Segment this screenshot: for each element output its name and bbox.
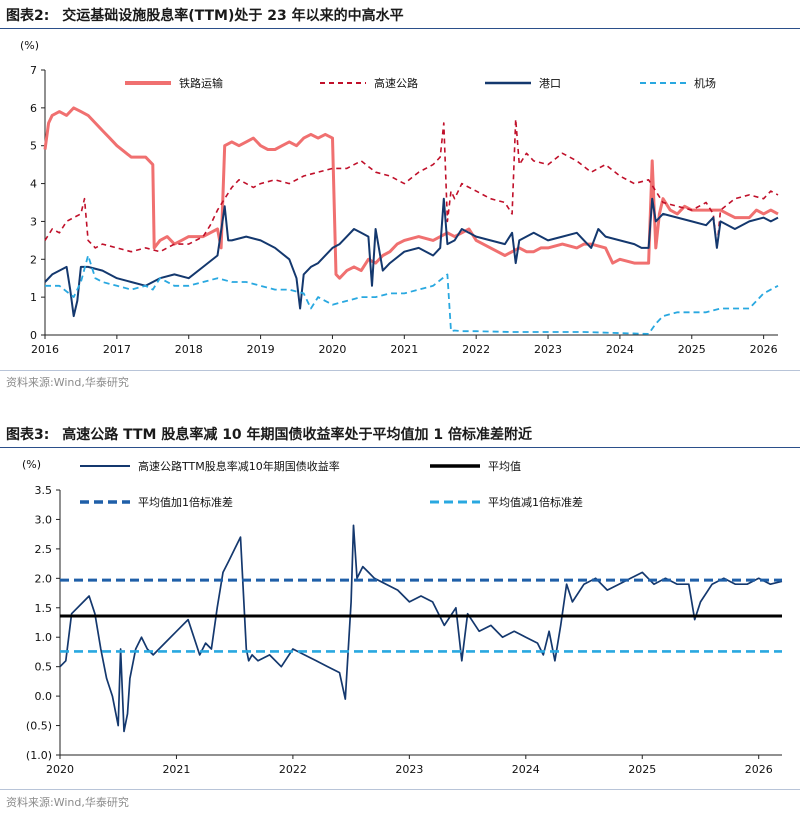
figure1-title-text: 交运基础设施股息率(TTM)处于 23 年以来的中高水平 [62,8,404,24]
figure2-source: 资料来源:Wind,华泰研究 [6,796,129,809]
figure2-title-rule [0,447,800,448]
y-tick-label: (0.5) [26,720,52,733]
x-tick-label: 2018 [175,343,203,356]
series-line-0 [59,524,783,733]
x-tick-label: 2021 [162,763,190,776]
y-tick-label: 0 [30,329,37,342]
x-tick-label: 2016 [31,343,59,356]
y-tick-label: 3.0 [35,513,53,526]
series-line-0 [43,106,779,280]
y-tick-label: 2.0 [35,572,53,585]
figure1-title: 图表2: 交运基础设施股息率(TTM)处于 23 年以来的中高水平 [6,5,404,25]
x-tick-label: 2023 [534,343,562,356]
x-tick-label: 2022 [462,343,490,356]
x-tick-label: 2026 [750,343,778,356]
y-tick-label: 7 [30,64,37,77]
x-tick-label: 2021 [390,343,418,356]
chart-spread: (%) (1.0) (0.5) 0.0 0.5 1.0 1.5 2.0 2.5 3.0 3.5 202… [22,458,783,776]
series-line-3 [45,254,779,335]
x-tick-label: 2023 [395,763,423,776]
x-tick-label: 2024 [512,763,540,776]
x-tick-label: 2017 [103,343,131,356]
series-line-1 [44,118,779,253]
x-tick-label: 2022 [279,763,307,776]
y-tick-label: 2.5 [35,543,53,556]
x-tick-label: 2026 [745,763,773,776]
y-tick-label: 6 [30,102,37,115]
legend-label-3: 平均值减1倍标准差 [488,495,583,509]
x-tick-label: 2024 [606,343,634,356]
legend-label-3: 机场 [694,76,716,90]
y-tick-label: 1.0 [35,631,53,644]
y-tick-label: (1.0) [26,749,52,762]
unit-label: (%) [22,458,41,471]
y-tick-label: 3.5 [35,484,53,497]
unit-label: (%) [20,39,39,52]
legend-label-0: 铁路运输 [179,76,223,90]
y-tick-label: 1 [30,291,37,304]
y-tick-label: 0.5 [35,661,53,674]
legend-label-2: 平均值加1倍标准差 [138,495,233,509]
legend-label-1: 高速公路 [374,76,418,90]
figure1-source-rule [0,370,800,371]
y-tick-label: 5 [30,140,37,153]
y-tick-label: 4 [30,178,37,191]
figure1-title-rule [0,28,800,29]
x-tick-label: 2020 [46,763,74,776]
figure2-label: 图表3: [6,427,50,443]
legend-label-1: 平均值 [488,460,521,473]
x-tick-label: 2020 [318,343,346,356]
figure1-source: 资料来源:Wind,华泰研究 [6,376,129,389]
figure1-label: 图表2: [6,8,50,24]
y-tick-label: 0.0 [35,690,53,703]
x-tick-label: 2025 [678,343,706,356]
x-tick-label: 2019 [247,343,275,356]
legend-label-0: 高速公路TTM股息率减10年期国债收益率 [138,459,340,473]
series-line-2 [44,197,779,318]
figure2-title-text: 高速公路 TTM 股息率减 10 年期国债收益率处于平均值加 1 倍标准差附近 [62,427,533,443]
chart-dividend-yield: (%) 0 1 2 3 4 5 6 7 2016 2017 2018 2019 2020 2021 2022 2… [20,39,779,356]
figure2-title: 图表3: 高速公路 TTM 股息率减 10 年期国债收益率处于平均值加 1 倍标… [6,424,532,444]
legend-label-2: 港口 [539,77,561,90]
x-tick-label: 2025 [628,763,656,776]
y-tick-label: 3 [30,215,37,228]
y-tick-label: 2 [30,253,37,266]
y-tick-label: 1.5 [35,602,53,615]
figure2-source-rule [0,789,800,790]
